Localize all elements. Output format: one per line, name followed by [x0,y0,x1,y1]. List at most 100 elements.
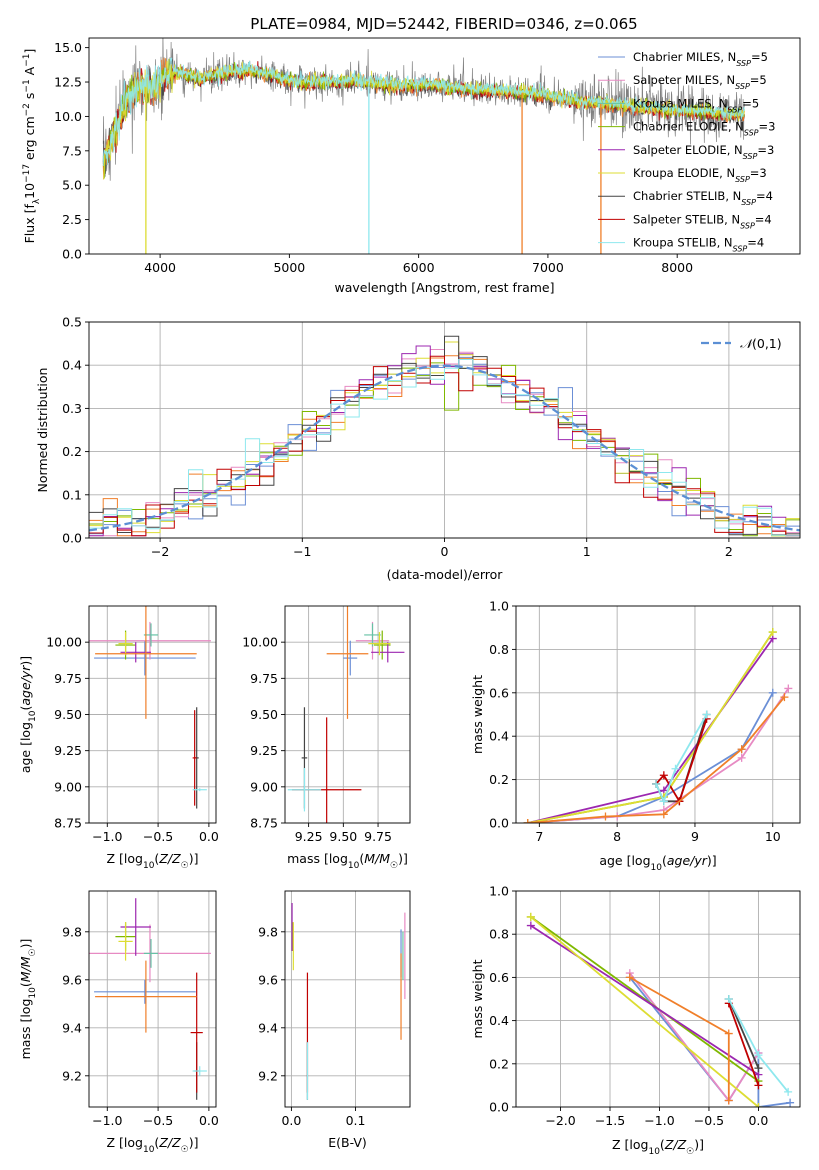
tick-label-x: 8 [613,829,621,844]
label-part: ( [18,982,33,987]
tick-label-x: 0.0 [281,1113,301,1128]
weight-marker [724,1029,733,1038]
tick-label-x: 2 [725,544,733,559]
legend-text: (0,1) [752,336,782,351]
legend-entry: Kroupa STELIB, NSSP=4 [633,236,764,254]
label-part: 10 [22,183,37,199]
legend-text: =5 [742,96,759,110]
axes-age_vs_Z: −1.0 −0.5 0.0 8.75 9.00 9.25 9.50 9.75 10.00 Z [l… [18,605,219,871]
label-part: 10 [651,863,663,873]
tick-label-y: 0.5 [62,315,82,330]
label-part: ] [22,49,37,54]
tick-label-x: 9.75 [364,829,392,844]
tick-label-y: 9.75 [54,671,82,686]
label-part: Z/Z [664,1137,687,1152]
label-part: )] [189,851,199,866]
legend-sub: SSP [743,151,758,160]
legend-text: =3 [750,166,767,180]
weight-series [530,916,759,1107]
label-part: 10 [348,861,360,871]
tick-label-y: 1.0 [489,599,509,614]
label-part: )] [694,1137,704,1152]
tick-label-y: 9.50 [54,707,82,722]
weight-marker [737,745,746,754]
tick-label-x: −1.5 [595,1113,625,1128]
tick-label-x: 6000 [403,260,435,275]
legend-text: Salpeter ELODIE, N [633,143,743,157]
tick-label-y: 0.0 [489,1100,509,1115]
tick-label-y: 8.75 [54,816,82,831]
legend-sub: SSP [733,244,748,253]
tick-label-y: 10.00 [46,635,82,650]
label-part: ( [154,851,159,866]
tick-label-y: 9.50 [250,707,278,722]
legend: 𝒩(0,1) [701,336,782,351]
tick-label-x: −1.0 [644,1113,674,1128]
tick-label-y: 9.6 [258,972,278,987]
weight-marker [724,1096,733,1105]
weight-marker [625,973,634,982]
label-part: 10 [28,987,38,999]
histograms [89,335,800,537]
axis-label-x: (data-model)/error [387,567,504,582]
errorbars [89,898,211,1100]
tick-label-y: 0.4 [62,358,82,373]
tick-label-y: 0.8 [489,927,509,942]
axis-label-x: Z [log10(Z/Z☉)] [612,1137,704,1157]
tick-label-y: 9.8 [258,924,278,939]
weight-marker [659,810,668,819]
label-part: s [22,93,37,104]
legend-sub: SSP [735,175,750,184]
tick-label-y: 2.5 [62,212,82,227]
label-part: ( [154,1135,159,1150]
axes-frame [88,321,801,539]
tick-label-y: 0.1 [62,487,82,502]
tick-label-x: 10 [765,829,781,844]
plots-container: 4000 5000 6000 7000 80000.02.55.07.510.012.5… [18,37,801,1157]
legend-entry: Chabrier MILES, NSSP=5 [633,50,768,68]
tick-label-x: 0.0 [199,1113,219,1128]
tick-label-y: 9.25 [250,743,278,758]
weight-marker [659,797,668,806]
tick-label-x: 9.25 [295,829,323,844]
tick-label-x: −1 [293,544,311,559]
label-part: −1 [22,79,32,92]
label-part: λ [32,198,42,204]
label-part: 10 [28,710,38,722]
label-part: ☉ [390,861,398,871]
weight-series [530,916,759,1082]
axes-residuals: −2 −1 0 1 2 0.0 0.1 0.2 0.3 0.4 0.5 (data-model)/er… [35,315,801,582]
legend-text: Chabrier STELIB, N [633,189,741,203]
label-part: age/yr [667,853,708,868]
axes-frame [88,37,801,255]
axes-frame [88,605,217,824]
figure-title: PLATE=0984, MJD=52442, FIBERID=0346, z=0… [250,15,637,33]
model-spectrum [102,57,745,167]
histogram-series [89,359,800,537]
label-part: )] [398,851,408,866]
tick-label-y: 0.0 [62,247,82,262]
weight-marker [652,779,661,788]
axis-label-y: Normed distribution [35,368,50,493]
label-part: ☉ [181,1145,189,1155]
errorbars [287,606,405,823]
legend-entry: Salpeter ELODIE, NSSP=3 [633,143,774,161]
weight-marker [784,1087,793,1096]
label-part: Z [log [107,1135,143,1150]
legend-entry: Kroupa ELODIE, NSSP=3 [633,166,767,184]
label-part: ☉ [28,948,38,956]
weight-series [727,1002,760,1086]
axes-mass_vs_Z: −1.0 −0.5 0.09.29.49.69.8Z [log10(Z/Z☉)]ma… [18,890,219,1155]
tick-label-x: 0.0 [199,829,219,844]
weight-marker [526,921,535,930]
errorbars [291,903,406,1100]
weight-marker [724,995,733,1003]
axis-label-x: mass [log10(M/M☉)] [287,851,408,871]
tick-label-y: 0.6 [489,685,509,700]
label-part: ( [660,1137,665,1152]
label-part: erg cm [22,116,37,164]
tick-label-y: 12.5 [54,75,82,90]
